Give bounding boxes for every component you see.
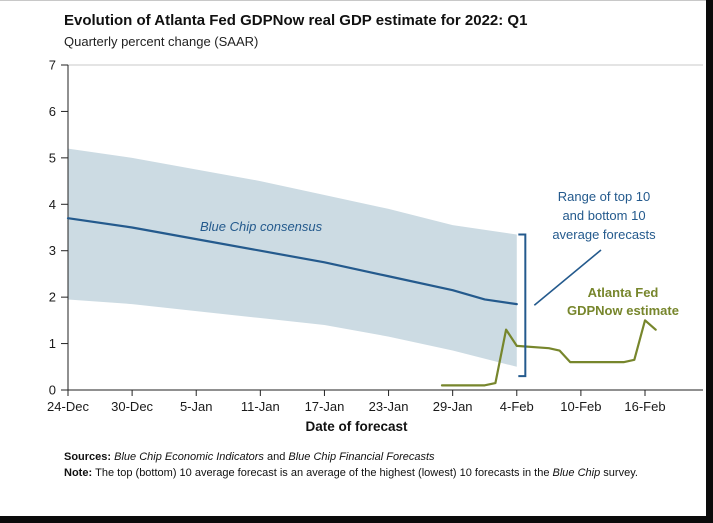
- gdpnow-estimate-label-line: Atlanta Fed: [587, 285, 659, 300]
- text-segment: Blue Chip Financial Forecasts: [288, 451, 435, 463]
- gdpnow-estimate-label-line: GDPNow estimate: [567, 303, 679, 318]
- text-segment: Blue Chip: [552, 467, 601, 479]
- x-tick-label: 4-Feb: [500, 399, 534, 414]
- y-tick-label: 3: [49, 243, 56, 258]
- y-tick-label: 7: [49, 58, 56, 73]
- sources-line: Sources: Blue Chip Economic Indicators a…: [64, 449, 638, 465]
- y-tick-label: 2: [49, 290, 56, 305]
- y-tick-label: 4: [49, 197, 56, 212]
- x-tick-label: 5-Jan: [180, 399, 213, 414]
- y-tick-label: 6: [49, 104, 56, 119]
- y-tick-label: 1: [49, 336, 56, 351]
- text-segment: survey.: [600, 467, 638, 479]
- chart-title: Evolution of Atlanta Fed GDPNow real GDP…: [64, 12, 528, 29]
- text-segment: Note:: [64, 467, 96, 479]
- text-segment: and: [263, 451, 289, 463]
- blue-chip-consensus-label: Blue Chip consensus: [200, 219, 340, 234]
- y-tick-label: 0: [49, 383, 56, 398]
- screenshot-bottom-border: [0, 516, 713, 523]
- forecast-range-label-line: average forecasts: [552, 227, 656, 242]
- x-tick-label: 17-Jan: [305, 399, 345, 414]
- text-segment: Blue Chip Economic Indicators: [114, 451, 264, 463]
- range-annotation-leader: [533, 249, 602, 306]
- x-axis-title: Date of forecast: [305, 419, 408, 434]
- forecast-range-label-line: and bottom 10: [562, 208, 646, 223]
- screenshot-top-border: [0, 0, 713, 1]
- forecast-range-label: Range of top 10 and bottom 10 average fo…: [538, 187, 670, 244]
- note-line: Note: The top (bottom) 10 average foreca…: [64, 465, 638, 481]
- blue-chip-consensus-label-text: Blue Chip consensus: [200, 219, 323, 234]
- range-bracket: [518, 233, 527, 378]
- x-tick-label: 10-Feb: [560, 399, 601, 414]
- text-segment: The top (bottom) 10 average forecast is …: [95, 467, 553, 479]
- forecast-range-band: [68, 148, 517, 367]
- screenshot-right-border: [706, 0, 713, 523]
- x-tick-label: 30-Dec: [111, 399, 153, 414]
- x-tick-label: 24-Dec: [47, 399, 89, 414]
- x-tick-label: 11-Jan: [241, 399, 280, 414]
- gdpnow-estimate-label: Atlanta Fed GDPNow estimate: [558, 284, 688, 320]
- text-segment: Sources:: [64, 451, 115, 463]
- x-tick-label: 16-Feb: [624, 399, 665, 414]
- gdpnow-estimate-line: [440, 319, 657, 387]
- x-tick-label: 29-Jan: [433, 399, 473, 414]
- chart-subtitle: Quarterly percent change (SAAR): [64, 34, 259, 49]
- y-tick-label: 5: [49, 150, 56, 165]
- x-tick-label: 23-Jan: [369, 399, 409, 414]
- blue-chip-consensus-line: [66, 217, 518, 306]
- forecast-range-label-line: Range of top 10: [557, 189, 651, 204]
- footer: Sources: Blue Chip Economic Indicators a…: [64, 449, 638, 481]
